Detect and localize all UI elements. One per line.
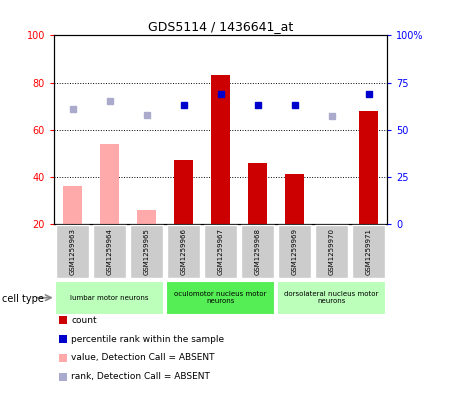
Bar <box>100 144 119 224</box>
FancyBboxPatch shape <box>167 225 200 278</box>
Text: dorsolateral nucleus motor
neurons: dorsolateral nucleus motor neurons <box>284 291 379 304</box>
FancyBboxPatch shape <box>93 225 126 278</box>
FancyBboxPatch shape <box>241 225 274 278</box>
FancyBboxPatch shape <box>204 225 237 278</box>
Title: GDS5114 / 1436641_at: GDS5114 / 1436641_at <box>148 20 293 33</box>
FancyBboxPatch shape <box>352 225 385 278</box>
Bar <box>63 186 82 224</box>
Text: lumbar motor neurons: lumbar motor neurons <box>70 295 149 301</box>
Text: cell type: cell type <box>2 294 44 305</box>
Bar <box>137 210 156 224</box>
Text: GSM1259965: GSM1259965 <box>144 228 149 275</box>
Bar <box>248 163 267 224</box>
Text: GSM1259971: GSM1259971 <box>365 228 372 275</box>
Text: count: count <box>71 316 97 325</box>
Bar <box>285 174 304 224</box>
FancyBboxPatch shape <box>166 281 275 315</box>
FancyBboxPatch shape <box>278 225 311 278</box>
Text: value, Detection Call = ABSENT: value, Detection Call = ABSENT <box>71 353 215 362</box>
Text: percentile rank within the sample: percentile rank within the sample <box>71 334 224 343</box>
FancyBboxPatch shape <box>130 225 163 278</box>
Bar <box>359 111 378 224</box>
Text: GSM1259963: GSM1259963 <box>69 228 76 275</box>
Text: rank, Detection Call = ABSENT: rank, Detection Call = ABSENT <box>71 372 210 381</box>
Text: GSM1259969: GSM1259969 <box>292 228 297 275</box>
Bar <box>174 160 193 224</box>
Text: GSM1259967: GSM1259967 <box>217 228 224 275</box>
Text: GSM1259968: GSM1259968 <box>255 228 261 275</box>
Text: GSM1259970: GSM1259970 <box>328 228 334 275</box>
FancyBboxPatch shape <box>315 225 348 278</box>
FancyBboxPatch shape <box>277 281 386 315</box>
FancyBboxPatch shape <box>56 225 89 278</box>
Text: GSM1259966: GSM1259966 <box>180 228 186 275</box>
Text: oculomotor nucleus motor
neurons: oculomotor nucleus motor neurons <box>174 291 267 304</box>
FancyBboxPatch shape <box>55 281 164 315</box>
Text: GSM1259964: GSM1259964 <box>107 228 112 275</box>
Bar <box>211 75 230 224</box>
